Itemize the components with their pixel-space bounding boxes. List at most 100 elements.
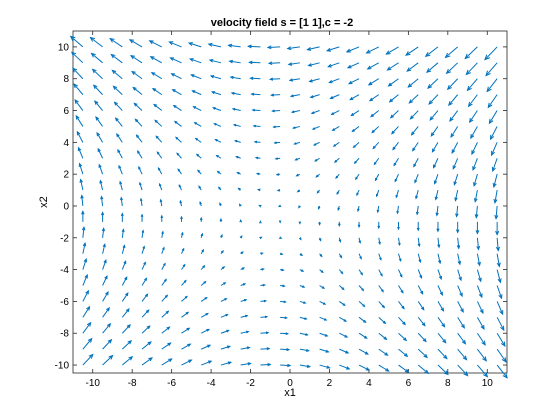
vector-arrow [476,269,482,283]
arrow-shaft [173,105,182,111]
vector-arrow [81,226,86,238]
vector-arrow [295,173,301,177]
arrow-head [449,117,454,123]
arrow-shaft [211,91,222,96]
arrow-head [80,194,84,199]
arrow-head [81,226,86,231]
vector-arrow [110,53,123,64]
arrow-shaft [410,110,419,120]
vector-arrow [339,332,349,338]
vector-arrow [317,205,321,210]
arrow-head [180,215,183,220]
arrow-shaft [102,275,108,286]
arrow-shaft [299,348,309,352]
arrow-shaft [390,110,399,119]
vector-arrow [338,285,345,291]
vector-arrow [158,182,163,191]
vector-arrow [251,108,261,112]
vector-arrow [180,231,184,238]
arrow-head [253,140,258,144]
arrow-head [160,214,164,219]
arrow-head [76,130,81,136]
vector-arrow [437,285,443,297]
arrow-head [346,64,352,69]
arrow-head [110,53,116,59]
vector-arrow [474,205,479,219]
vector-arrow [375,189,380,198]
vector-arrow [417,348,428,359]
arrow-head [70,51,77,57]
vector-arrow [173,120,182,127]
vector-arrow [231,107,241,112]
vector-arrow [294,157,301,161]
vector-arrow [416,221,420,232]
vector-arrow [118,164,123,175]
vector-arrow [132,86,143,96]
arrow-shaft [394,173,399,182]
arrow-shaft [407,78,419,88]
vector-arrow [102,259,107,270]
arrow-shaft [172,89,182,96]
arrow-head [387,82,393,87]
arrow-head [500,341,506,348]
arrow-head [360,272,364,276]
vector-arrow [465,62,478,76]
vector-arrow [199,216,203,222]
vector-arrow [314,157,320,162]
arrow-shaft [240,362,251,366]
arrow-head [148,357,154,362]
arrow-shaft [141,309,150,318]
arrow-head [193,121,197,125]
vector-arrow [70,51,84,64]
vector-arrow [487,94,498,109]
vector-arrow [201,328,211,334]
arrow-shaft [472,158,478,171]
arrow-shaft [352,126,360,132]
arrow-head [480,324,485,331]
arrow-shaft [267,46,281,48]
vector-arrow [492,174,498,189]
arrow-head [495,230,500,236]
arrow-shaft [260,363,271,366]
vector-arrow [260,347,271,351]
arrow-shaft [454,189,459,201]
vector-arrow [81,210,85,222]
arrow-shaft [155,135,163,143]
vector-arrow [220,314,229,318]
arrow-head [86,321,92,327]
arrow-shaft [161,342,171,350]
vector-arrow [378,237,381,246]
arrow-shaft [102,323,111,334]
arrow-shaft [121,292,129,302]
vector-arrow [200,248,205,254]
vector-arrow [350,110,360,117]
arrow-shaft [210,75,222,80]
arrow-head [209,74,215,79]
arrow-shaft [358,364,370,371]
vector-arrow [335,173,340,179]
arrow-shaft [90,37,103,48]
vector-arrow [280,268,285,272]
arrow-shaft [427,78,439,89]
arrow-shaft [437,317,446,328]
arrow-head [163,262,166,266]
vector-arrow [408,94,419,104]
arrow-shaft [417,237,420,247]
vector-arrow [424,46,439,58]
vector-arrow [73,83,84,95]
arrow-head [159,198,163,203]
arrow-shaft [260,348,270,350]
y-tick-label: 6 [63,106,69,117]
arrow-shaft [488,110,498,124]
arrow-head [438,275,443,281]
arrow-shaft [368,78,380,86]
arrow-shaft [392,142,399,150]
arrow-head [233,139,238,143]
arrow-shaft [280,348,290,351]
arrow-head [96,131,101,137]
vector-arrow [233,139,241,143]
arrow-head [375,193,379,198]
arrow-head [378,241,381,246]
arrow-head [191,90,196,94]
vector-arrow [378,316,387,325]
